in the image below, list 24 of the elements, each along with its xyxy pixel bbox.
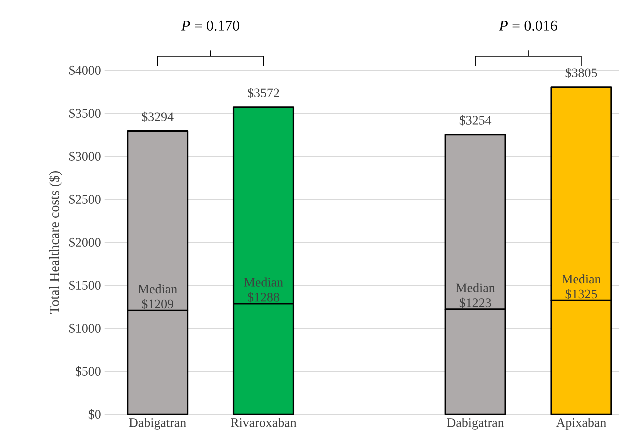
y-tick-label: $1000 <box>70 323 101 334</box>
text: P = 0.170 <box>181 20 240 31</box>
total-label: $3254 <box>460 115 492 126</box>
y-tick-label: $1500 <box>70 280 101 291</box>
y-tick-label: $3000 <box>70 151 101 162</box>
x-tick-label: Dabigatran <box>129 418 186 430</box>
data-label: Median $1325 <box>562 274 602 300</box>
y-tick-label: $3500 <box>70 108 101 119</box>
y-tick-label: $0 <box>88 409 101 420</box>
data-label: Median $1223 <box>456 283 496 308</box>
text: P = 0.016 <box>499 20 558 31</box>
y-tick-label: $2000 <box>70 237 101 248</box>
total-label: $3805 <box>566 68 598 78</box>
x-tick-label: Dabigatran <box>447 418 504 430</box>
data-label: Median $1209 <box>138 284 178 310</box>
x-tick-label: Rivaroxaban <box>231 418 297 428</box>
total-label: $3572 <box>248 88 280 98</box>
y-tick-label: $2500 <box>70 194 101 205</box>
data-label: Median $1288 <box>244 278 284 303</box>
x-tick-label: Apixaban <box>556 418 606 430</box>
y-tick-label: $500 <box>76 366 101 377</box>
total-label: $3294 <box>142 112 174 122</box>
y-axis-title: Total Healthcare costs ($) <box>49 171 62 314</box>
y-tick-label: $4000 <box>70 65 101 76</box>
